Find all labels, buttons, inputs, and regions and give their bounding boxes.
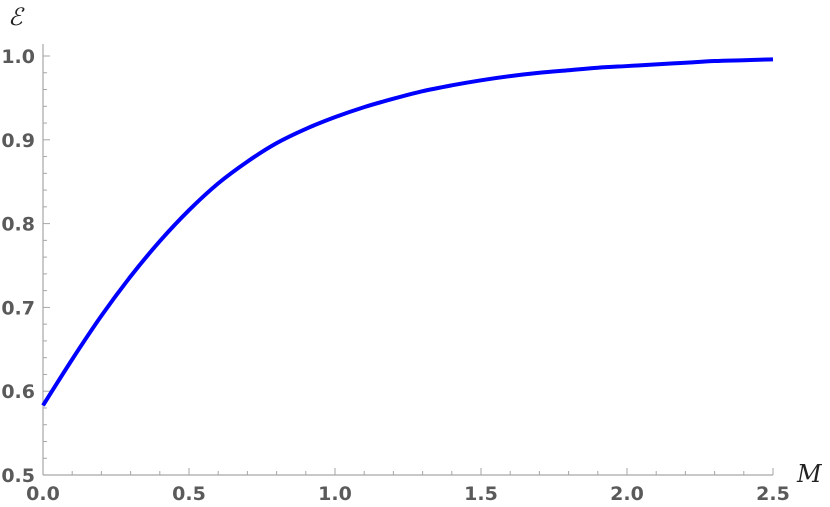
series-line xyxy=(41,57,774,407)
y-axis-ticks xyxy=(43,55,50,476)
x-tick-label: 0.0 xyxy=(26,483,60,505)
x-axis-ticks xyxy=(42,468,774,475)
y-tick-label: 0.8 xyxy=(1,214,35,236)
y-tick-label: 0.5 xyxy=(1,465,35,487)
series-layer xyxy=(41,57,774,407)
x-tick-label: 1.5 xyxy=(464,483,498,505)
y-tick-label: 0.9 xyxy=(1,130,35,152)
x-tick-label: 0.5 xyxy=(172,483,206,505)
x-tick-label: 2.5 xyxy=(756,483,790,505)
y-tick-label: 1.0 xyxy=(1,46,35,68)
y-axis-title: ℰ xyxy=(8,3,25,31)
x-tick-label: 2.0 xyxy=(610,483,644,505)
y-tick-label: 0.6 xyxy=(1,381,35,403)
x-axis-tick-labels: 0.0 0.5 1.0 1.5 2.0 2.5 xyxy=(26,483,790,505)
y-axis-tick-labels: 0.5 0.6 0.7 0.8 0.9 1.0 xyxy=(1,46,35,487)
x-axis-title: M xyxy=(796,460,823,488)
y-tick-label: 0.7 xyxy=(1,297,35,319)
x-tick-label: 1.0 xyxy=(318,483,352,505)
